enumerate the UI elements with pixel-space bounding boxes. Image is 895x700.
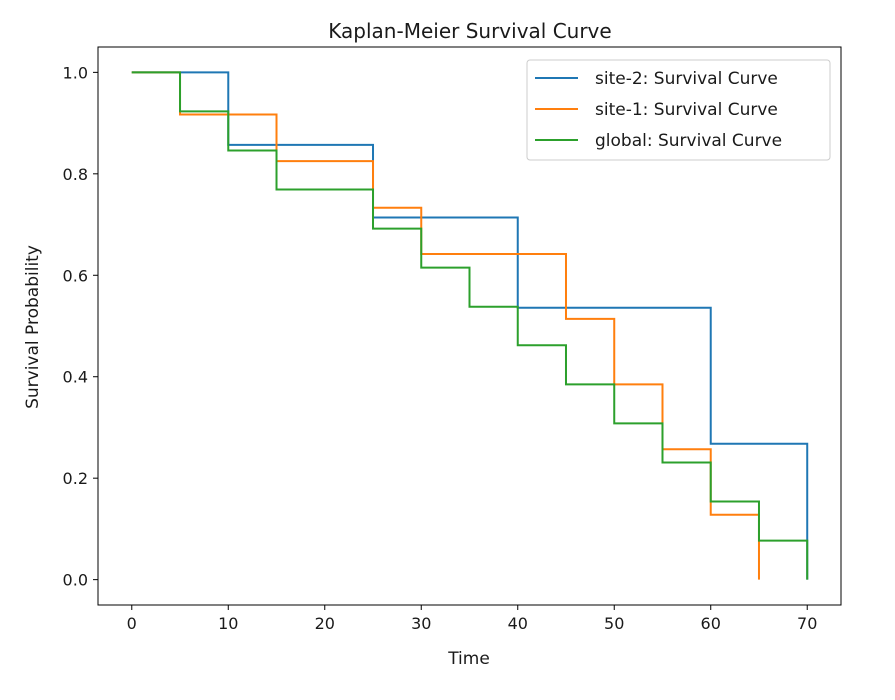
- x-tick-label: 50: [604, 614, 624, 633]
- y-axis-ticks: 0.0 0.2 0.4 0.6 0.8 1.0: [63, 63, 98, 590]
- y-tick-label: 0.8: [63, 165, 88, 184]
- series-line-global: [131, 71, 809, 580]
- legend-label-site-1: site-1: Survival Curve: [595, 100, 778, 120]
- plot-frame: [97, 46, 842, 606]
- y-tick-label: 0.0: [63, 571, 88, 590]
- x-tick-label: 0: [127, 614, 137, 633]
- x-tick-label: 20: [315, 614, 335, 633]
- legend-label-site-2: site-2: Survival Curve: [595, 69, 778, 89]
- legend-box: [526, 59, 831, 161]
- x-axis-ticks: 0 10 20 30 40 50 60 70: [127, 605, 817, 633]
- series-layer: [131, 71, 809, 580]
- y-tick-label: 0.6: [63, 266, 88, 285]
- series-line-site-1: [131, 71, 760, 580]
- x-tick-label: 60: [701, 614, 721, 633]
- legend: site-2: Survival Curve site-1: Survival …: [526, 59, 831, 161]
- legend-label-global: global: Survival Curve: [595, 131, 782, 151]
- x-axis-label: Time: [447, 649, 490, 669]
- x-tick-label: 70: [797, 614, 817, 633]
- x-tick-label: 10: [218, 614, 238, 633]
- chart-title: Kaplan-Meier Survival Curve: [328, 19, 611, 43]
- y-axis-label: Survival Probability: [23, 245, 43, 409]
- x-tick-label: 30: [411, 614, 431, 633]
- x-tick-label: 40: [508, 614, 528, 633]
- y-tick-label: 1.0: [63, 63, 88, 82]
- y-tick-label: 0.2: [63, 469, 88, 488]
- y-tick-label: 0.4: [63, 368, 88, 387]
